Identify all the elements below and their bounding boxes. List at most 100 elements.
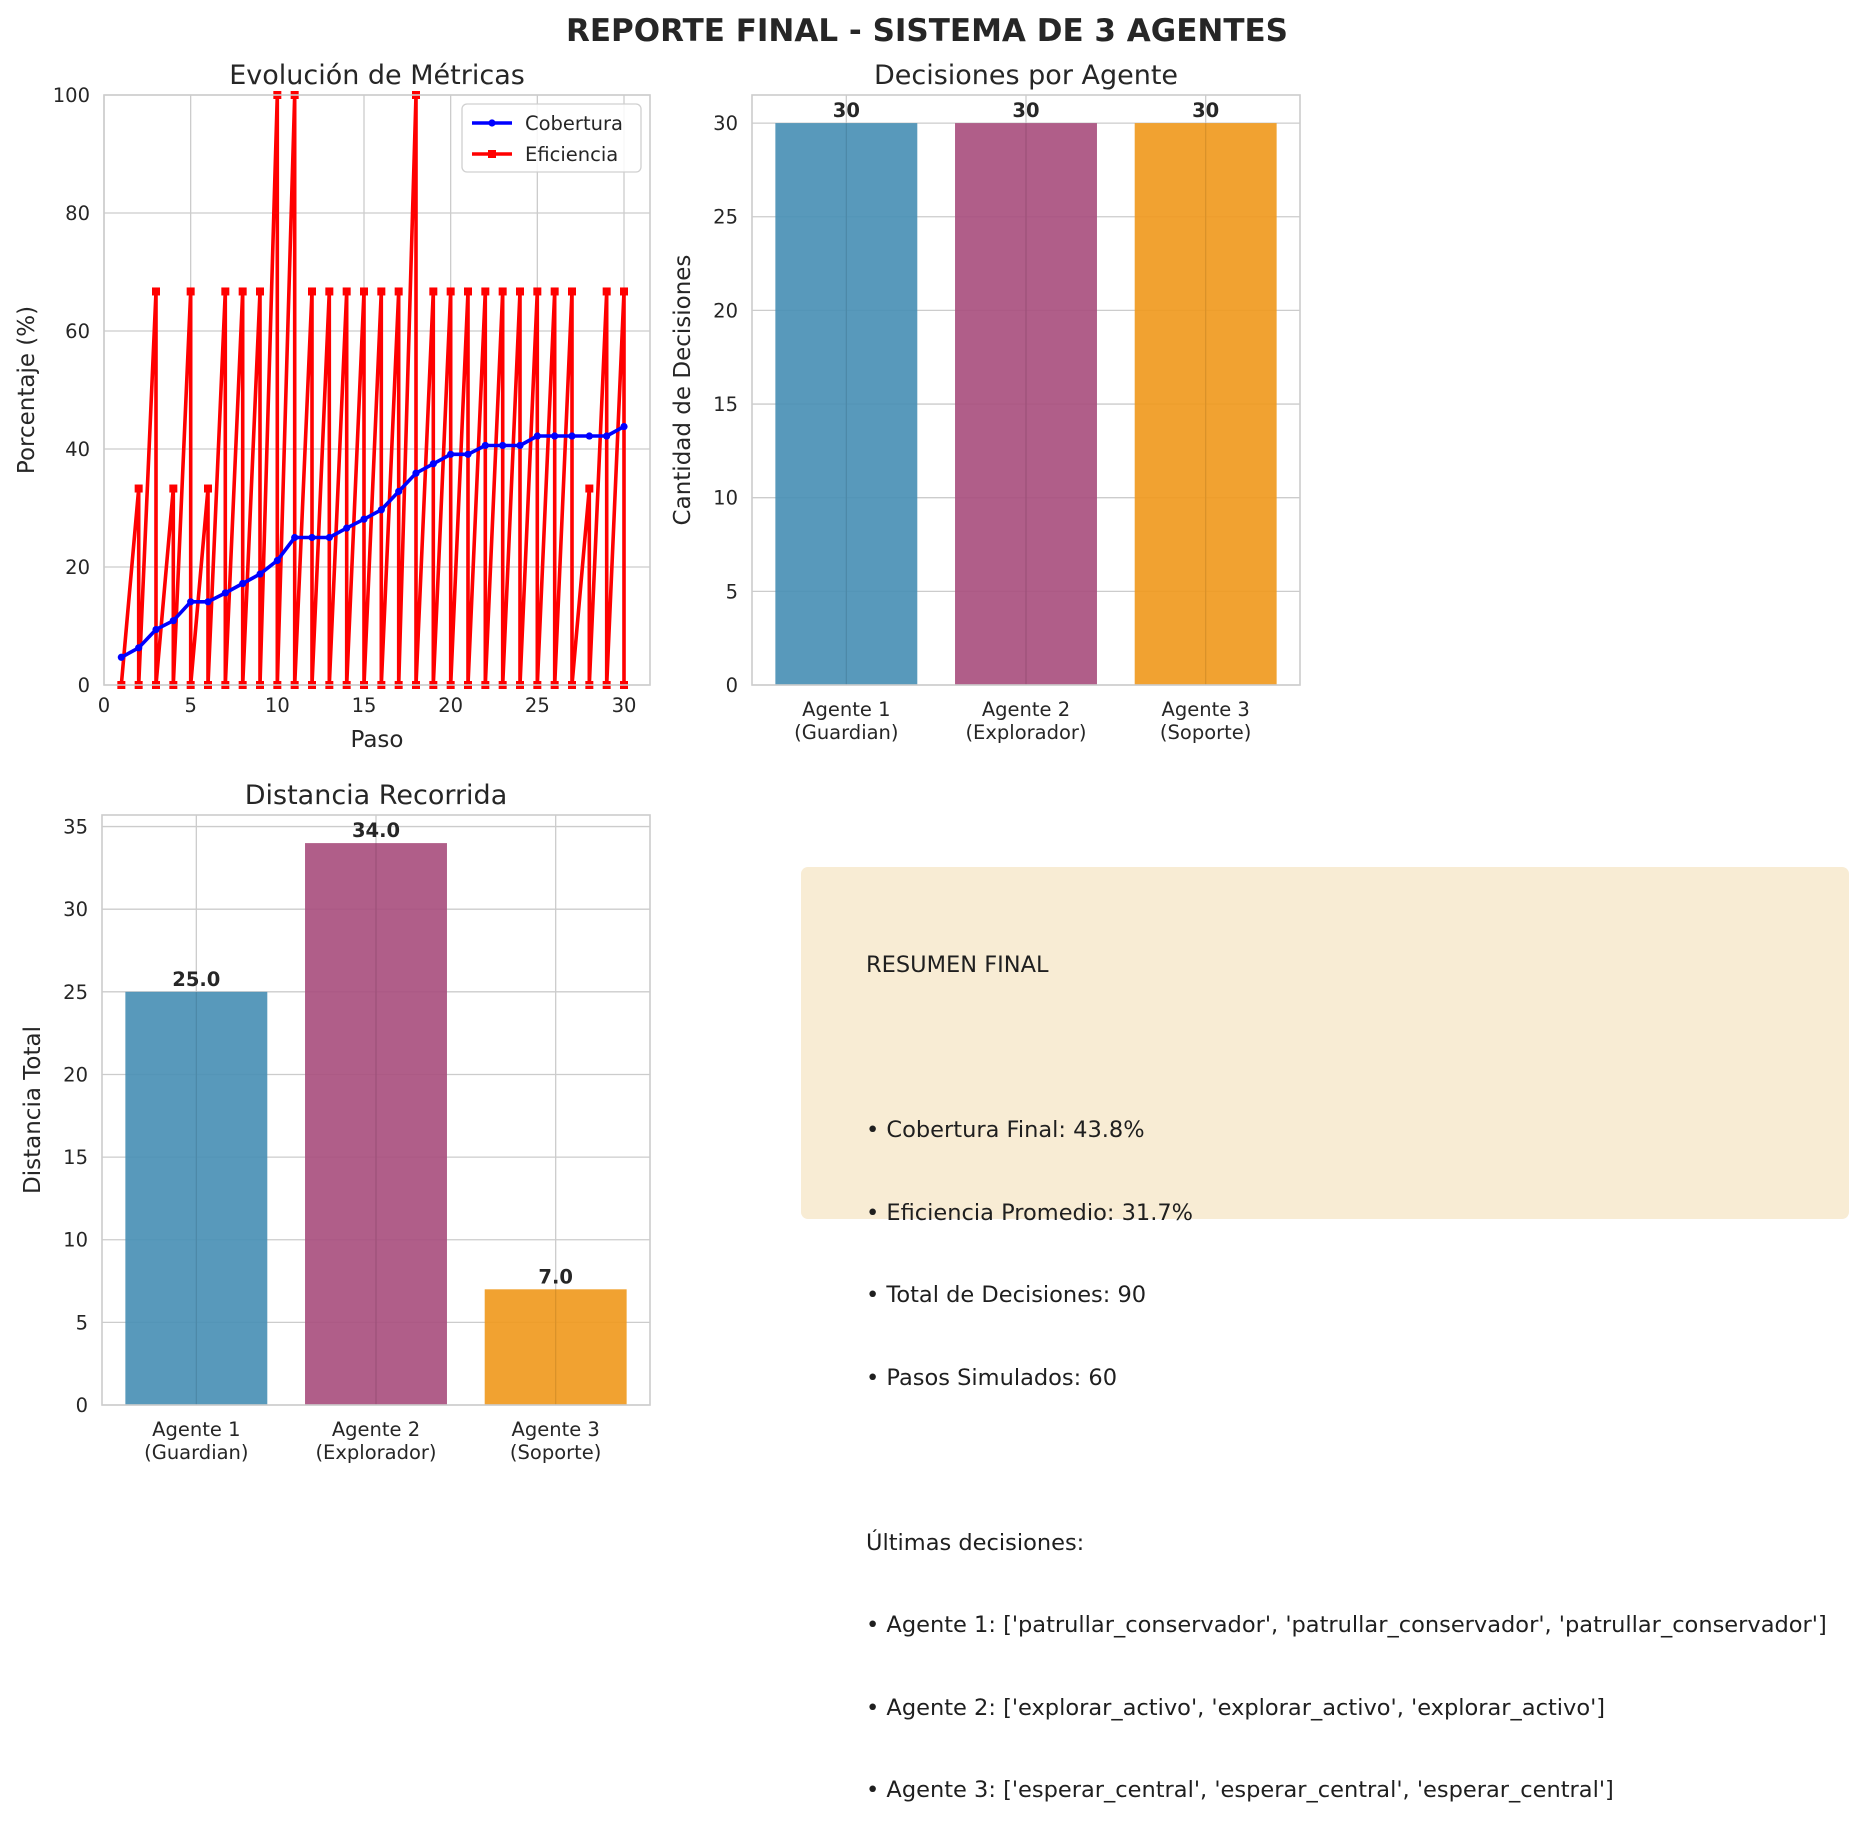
point-eficiencia [602, 287, 611, 296]
chart-title: Distancia Recorrida [245, 780, 508, 811]
bar [125, 991, 268, 1405]
summary-decision: • Agente 3: ['esperar_central', 'esperar… [866, 1777, 1614, 1803]
x-tick-label: Agente 1 [802, 698, 890, 721]
y-tick-label: 30 [63, 898, 88, 921]
bar-value-label: 34.0 [352, 819, 400, 842]
point-cobertura [256, 570, 264, 578]
point-cobertura [499, 441, 507, 450]
y-tick-label: 15 [713, 393, 738, 416]
point-cobertura [273, 556, 281, 565]
report-figure: REPORTE FINAL - SISTEMA DE 3 AGENTES Evo… [14, 13, 1301, 1464]
x-tick-label: Agente 3 [512, 1418, 600, 1441]
x-tick-label: 10 [265, 694, 290, 717]
y-tick-label: 20 [63, 1063, 88, 1086]
point-eficiencia [585, 484, 594, 493]
x-tick-label: 5 [184, 694, 196, 717]
figure-title: REPORTE FINAL - SISTEMA DE 3 AGENTES [566, 13, 1288, 49]
point-eficiencia [446, 287, 455, 296]
summary-metric: • Cobertura Final: 43.8% [866, 1117, 1145, 1143]
point-cobertura [464, 450, 472, 458]
point-eficiencia [394, 287, 403, 296]
legend-label: Cobertura [525, 112, 623, 135]
point-cobertura [377, 506, 385, 514]
point-eficiencia [204, 484, 212, 493]
point-eficiencia [516, 287, 524, 296]
plot-border [103, 94, 651, 686]
y-tick-label: 0 [76, 1394, 88, 1417]
x-tick-label: Agente 2 [982, 698, 1070, 721]
y-tick-label: 30 [713, 112, 738, 135]
point-cobertura [585, 432, 593, 440]
chart-title: Decisiones por Agente [874, 60, 1178, 91]
x-tick-label: 0 [98, 694, 110, 717]
point-cobertura [117, 653, 125, 661]
chart-title: Evolución de Métricas [229, 60, 525, 91]
point-cobertura [395, 487, 403, 496]
y-tick-label: 15 [63, 1146, 88, 1169]
y-axis-label: Distancia Total [20, 1026, 46, 1194]
y-tick-label: 5 [76, 1311, 88, 1334]
x-tick-label: (Guardian) [144, 1441, 248, 1464]
point-eficiencia [342, 287, 351, 296]
x-tick-label: 25 [525, 694, 550, 717]
point-cobertura [343, 524, 351, 532]
bar-value-label: 25.0 [172, 968, 220, 991]
y-tick-label: 10 [713, 487, 738, 510]
bar [305, 843, 447, 1405]
point-cobertura [221, 589, 229, 597]
bar-value-label: 30 [833, 99, 860, 122]
point-cobertura [325, 533, 333, 542]
summary-decisions-heading: Últimas decisiones: [866, 1529, 1085, 1556]
bar-value-label: 30 [1012, 99, 1039, 122]
summary-metric: • Eficiencia Promedio: 31.7% [866, 1199, 1194, 1226]
point-cobertura [447, 450, 455, 458]
point-eficiencia [498, 287, 507, 296]
bar [775, 123, 918, 686]
summary-heading: RESUMEN FINAL [866, 952, 1049, 978]
x-tick-label: (Soporte) [510, 1441, 602, 1464]
x-tick-label: 15 [352, 694, 377, 717]
x-tick-label: (Soporte) [1160, 721, 1252, 744]
point-eficiencia [481, 287, 490, 296]
x-tick-label: Agente 2 [332, 1418, 420, 1441]
point-eficiencia [238, 287, 247, 296]
point-cobertura [551, 432, 559, 440]
y-tick-label: 0 [78, 674, 90, 697]
point-cobertura [152, 625, 160, 634]
y-tick-label: 20 [65, 556, 90, 579]
y-axis-label: Cantidad de Decisiones [670, 255, 696, 526]
point-eficiencia [550, 287, 559, 296]
point-cobertura [135, 644, 143, 652]
point-eficiencia [533, 287, 542, 296]
y-tick-label: 80 [65, 202, 90, 225]
point-eficiencia [568, 287, 576, 296]
x-tick-label: 20 [438, 694, 463, 717]
point-eficiencia [464, 287, 472, 296]
plot-border [751, 94, 1301, 686]
point-cobertura [533, 432, 541, 440]
x-tick-label: (Guardian) [794, 721, 898, 744]
bar [484, 1289, 627, 1405]
y-axis-label: Porcentaje (%) [14, 306, 40, 474]
y-tick-label: 20 [713, 299, 738, 322]
point-cobertura [308, 533, 316, 542]
y-tick-label: 35 [63, 816, 88, 839]
y-tick-label: 25 [713, 206, 738, 229]
point-eficiencia [308, 287, 316, 296]
plot-border [101, 814, 651, 1406]
point-eficiencia [221, 287, 230, 296]
point-cobertura [187, 598, 195, 606]
point-cobertura [568, 432, 576, 440]
point-cobertura [516, 441, 524, 450]
point-eficiencia [169, 484, 178, 493]
point-cobertura [481, 441, 489, 450]
y-tick-label: 60 [65, 320, 90, 343]
point-cobertura [204, 598, 212, 606]
y-tick-label: 5 [726, 580, 738, 603]
point-eficiencia [620, 287, 628, 296]
point-eficiencia [360, 287, 368, 296]
y-tick-label: 100 [53, 84, 90, 107]
point-cobertura [603, 432, 611, 440]
bar-value-label: 7.0 [538, 1265, 573, 1288]
point-eficiencia [134, 484, 143, 493]
